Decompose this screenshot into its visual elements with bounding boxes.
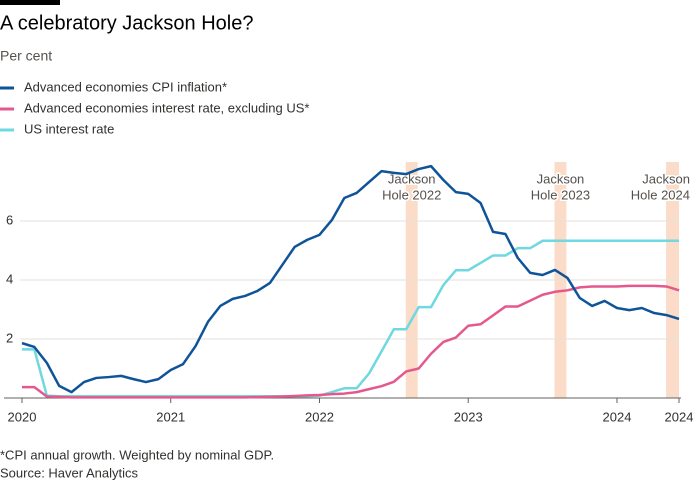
highlight-label: Jackson	[537, 171, 585, 186]
legend-label: US interest rate	[24, 121, 114, 136]
x-tick-label: 2020	[8, 409, 37, 424]
x-tick-label: 2024	[603, 409, 632, 424]
x-tick-label: 2021	[156, 409, 185, 424]
y-tick-label: 6	[6, 212, 13, 227]
y-tick-label: 4	[6, 271, 13, 286]
series-line	[21, 164, 680, 394]
y-tick-label: 2	[6, 330, 13, 345]
series-line	[22, 239, 679, 398]
highlight-label: Hole 2022	[382, 187, 441, 202]
chart-subtitle: Per cent	[0, 48, 52, 64]
series-line	[22, 284, 680, 399]
legend-label: Advanced economies interest rate, exclud…	[24, 100, 309, 115]
legend-label: Advanced economies CPI inflation*	[24, 79, 227, 94]
source: Source: Haver Analytics	[0, 465, 139, 480]
x-tick-label: 2024	[665, 409, 694, 424]
footnote: *CPI annual growth. Weighted by nominal …	[0, 447, 274, 462]
x-tick-label: 2022	[305, 409, 334, 424]
highlight-label: Jackson	[642, 171, 690, 186]
brand-bar	[0, 0, 60, 5]
highlight-label: Hole 2024	[631, 187, 690, 202]
chart-title: A celebratory Jackson Hole?	[0, 12, 253, 34]
x-tick-label: 2023	[454, 409, 483, 424]
highlight-label: Hole 2023	[531, 187, 590, 202]
